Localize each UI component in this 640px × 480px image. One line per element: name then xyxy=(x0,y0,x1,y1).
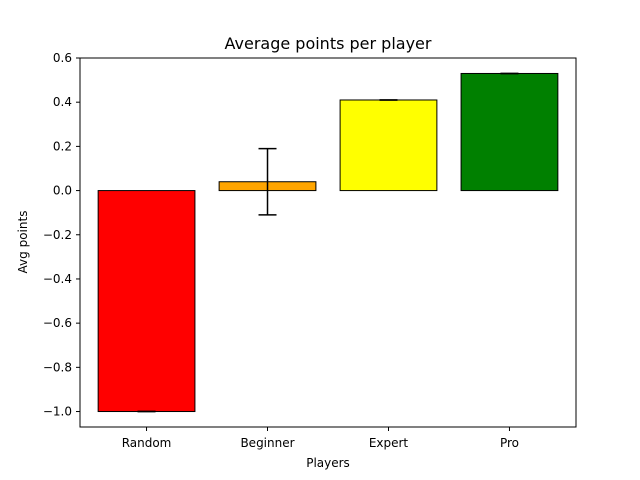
y-tick-label: −0.4 xyxy=(43,272,72,286)
bar-random xyxy=(97,190,196,413)
x-axis-label: Players xyxy=(306,456,350,470)
x-tick-label-random: Random xyxy=(122,436,172,450)
y-tick-label: 0.6 xyxy=(53,51,72,65)
chart-title: Average points per player xyxy=(225,34,432,53)
axes-frame xyxy=(79,57,577,428)
x-tick-label-pro: Pro xyxy=(500,436,519,450)
y-tick-label: −0.8 xyxy=(43,360,72,374)
y-tick-label: 0.2 xyxy=(53,139,72,153)
bar-pro xyxy=(460,72,559,192)
plot-area: −1.0 −0.8 −0.6 −0.4 −0.2 0.0 0.2 0.4 0.6 Random Be… xyxy=(43,51,577,450)
y-tick-label: −1.0 xyxy=(43,405,72,419)
x-tick-label-beginner: Beginner xyxy=(240,436,294,450)
y-tick-label: −0.2 xyxy=(43,228,72,242)
y-tick-label: −0.6 xyxy=(43,316,72,330)
bar-expert xyxy=(339,99,438,192)
y-tick-label: 0.0 xyxy=(53,184,72,198)
y-tick-label: 0.4 xyxy=(53,95,72,109)
x-tick-label-expert: Expert xyxy=(369,436,409,450)
y-axis-label: Avg points xyxy=(16,211,30,274)
